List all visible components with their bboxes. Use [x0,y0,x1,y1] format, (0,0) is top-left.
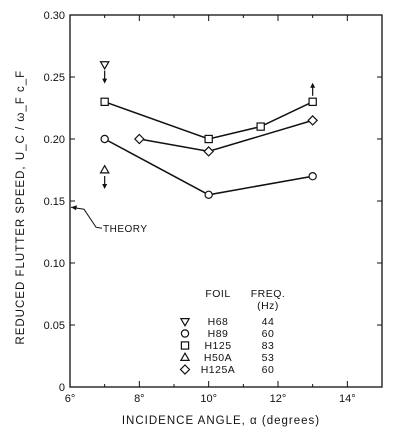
y-axis-formula: U_C / ω_F c_F [15,70,27,160]
legend-freq: 60 [262,364,275,376]
point-h125 [100,97,109,106]
legend-header-foil: FOIL [205,288,230,300]
point-h125a [203,146,215,157]
x-tick-label: 14° [339,393,356,405]
markers [99,61,319,199]
arrow-head [102,78,108,84]
legend-label: H68 [208,316,229,328]
x-tick-label: 12° [270,393,287,405]
x-axis-title: INCIDENCE ANGLE, α (degrees) [122,415,320,427]
legend-header-freq: FREQ. [251,288,286,300]
y-tick-label: 0.25 [44,72,65,84]
y-tick-label: 0.10 [44,258,65,270]
y-tick-label: 0.05 [44,320,65,332]
legend-freq: 83 [262,340,275,352]
point-h125a [307,115,319,126]
point-h125 [256,122,265,131]
legend-label: H125 [204,340,231,352]
legend-marker [179,351,191,361]
legend-label: H50A [204,352,232,364]
point-h50a [99,164,110,174]
y-tick-label: 0.20 [44,134,65,146]
legend-marker [180,329,190,338]
y-tick-label: 0.30 [44,10,65,22]
arrow-head [310,82,316,88]
x-tick-label: 6° [65,393,76,405]
x-tick-label: 10° [200,393,217,405]
y-tick-label: 0.15 [44,196,65,208]
theory-leader [70,206,103,229]
legend-marker [179,318,191,328]
series-line-h125a [139,119,313,153]
point-h89 [100,134,109,144]
legend-freq: 44 [262,316,275,328]
legend-marker [180,341,190,350]
legend-freq: 60 [262,328,275,340]
legend-marker [179,364,191,375]
ticks: 0 0.05 0.10 0.15 0.20 0.25 0.30 6° 8° 10° 12° 14° [44,10,383,405]
point-h89 [204,190,213,199]
y-tick-label: 0 [59,382,65,394]
theory-arrowhead [71,205,77,211]
x-tick-label: 8° [134,393,145,405]
point-h89 [308,171,317,181]
theory-annotation: THEORY [70,205,148,235]
legend: FOIL FREQ.(Hz) H68 44 H89 60 H125 83 H50A 53 H125A… [179,288,286,376]
point-h125 [204,134,213,144]
point-h68 [99,61,110,71]
legend-header-unit: (Hz) [257,300,279,312]
series-line-h125 [104,101,313,140]
legend-label: H89 [208,328,229,340]
point-h125 [308,97,317,106]
theory-label: THEORY [103,224,148,235]
arrow-head [102,184,108,189]
legend-freq: 53 [262,352,275,364]
point-h125a [133,133,145,145]
y-axis-title: REDUCED FLUTTER SPEED, [15,165,27,344]
legend-label: H125A [201,364,236,376]
